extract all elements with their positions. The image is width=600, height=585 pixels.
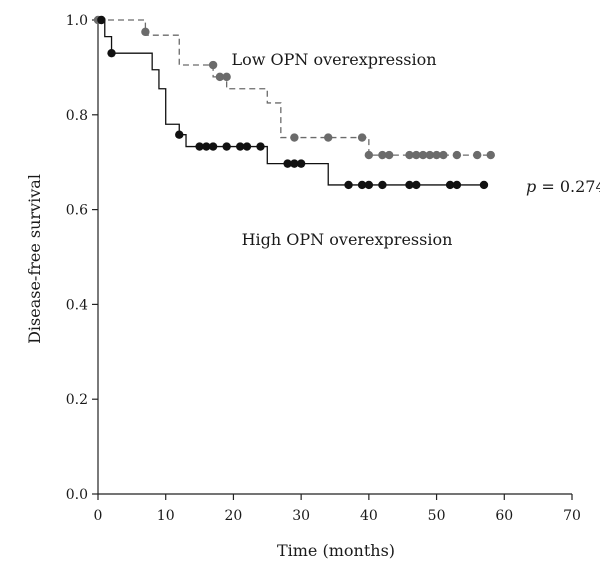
low-opn-censor-marker (432, 150, 441, 160)
low-opn-censor-marker (222, 72, 231, 82)
p-value: = 0.274 (536, 177, 600, 196)
p-value-annotation: p = 0.274 (526, 177, 600, 196)
y-tick-label: 0.0 (66, 487, 88, 503)
low-opn-censor-marker (439, 150, 448, 160)
low-opn-censor-marker (290, 133, 299, 142)
x-tick-label: 0 (94, 508, 103, 524)
low-opn-censor-marker (452, 150, 462, 160)
high-opn-censor-marker (242, 142, 252, 151)
x-axis-ticks: 0 10 20 30 40 50 60 70 (94, 494, 581, 524)
low-opn-label: Low OPN overexpression (231, 50, 436, 69)
x-tick-label: 60 (495, 508, 513, 524)
low-opn-censor-marker (425, 150, 434, 160)
low-opn-censor-marker (473, 150, 482, 160)
low-opn-censor-marker (384, 150, 394, 160)
high-opn-censor-marker (479, 180, 489, 190)
x-tick-label: 70 (563, 508, 581, 524)
high-opn-censor-marker (364, 180, 374, 190)
y-axis-ticks: 0.0 0.2 0.4 0.6 0.8 1.0 (66, 13, 98, 503)
low-opn-censor-marker (378, 150, 387, 160)
high-opn-censor-marker (222, 142, 231, 151)
low-opn-censor-marker (324, 133, 333, 142)
high-opn-censor-marker (452, 180, 462, 190)
survival-curves (98, 19, 491, 186)
y-tick-label: 0.2 (66, 392, 88, 408)
y-tick-label: 0.6 (66, 203, 88, 219)
axes (97, 20, 572, 495)
x-tick-label: 30 (292, 508, 310, 524)
low-opn-censor-marker (215, 72, 225, 82)
low-opn-censor-marker (141, 27, 150, 37)
high-opn-censor-marker (296, 159, 306, 168)
x-tick-label: 50 (428, 508, 446, 524)
high-opn-censor-marker (445, 180, 455, 190)
high-opn-censor-marker (290, 159, 299, 168)
high-opn-label: High OPN overexpression (242, 230, 453, 249)
x-axis-title: Time (months) (277, 541, 395, 560)
low-opn-censor-marker (418, 150, 428, 160)
high-opn-censor-marker (378, 180, 387, 190)
low-opn-censor-marker (405, 150, 414, 160)
y-tick-label: 0.8 (66, 108, 88, 124)
x-tick-label: 10 (157, 508, 175, 524)
high-opn-censor-marker (283, 159, 292, 168)
high-opn-censor-marker (175, 130, 184, 139)
censor-markers (93, 15, 495, 190)
y-tick-label: 0.4 (66, 297, 88, 313)
high-opn-censor-marker (344, 180, 353, 190)
high-opn-censor-marker (357, 180, 367, 190)
high-opn-censor-marker (208, 142, 218, 151)
high-opn-censor-marker (256, 142, 265, 151)
y-tick-label: 1.0 (66, 13, 88, 29)
low-opn-censor-marker (486, 150, 495, 160)
high-opn-censor-marker (107, 48, 116, 58)
p-symbol: p (526, 177, 536, 196)
low-opn-censor-marker (208, 60, 218, 70)
high-opn-censor-marker (405, 180, 414, 190)
x-tick-label: 20 (225, 508, 243, 524)
low-opn-censor-marker (364, 150, 374, 160)
high-opn-censor-marker (412, 180, 421, 190)
high-opn-censor-marker (236, 142, 245, 151)
high-opn-curve (98, 19, 484, 186)
low-opn-censor-marker (412, 150, 421, 160)
low-opn-censor-marker (357, 133, 367, 142)
y-axis-title: Disease-free survival (25, 174, 44, 344)
low-opn-curve (98, 19, 491, 156)
high-opn-censor-marker (195, 142, 204, 151)
x-tick-label: 40 (360, 508, 378, 524)
high-opn-censor-marker (97, 15, 106, 25)
high-opn-censor-marker (202, 142, 211, 151)
